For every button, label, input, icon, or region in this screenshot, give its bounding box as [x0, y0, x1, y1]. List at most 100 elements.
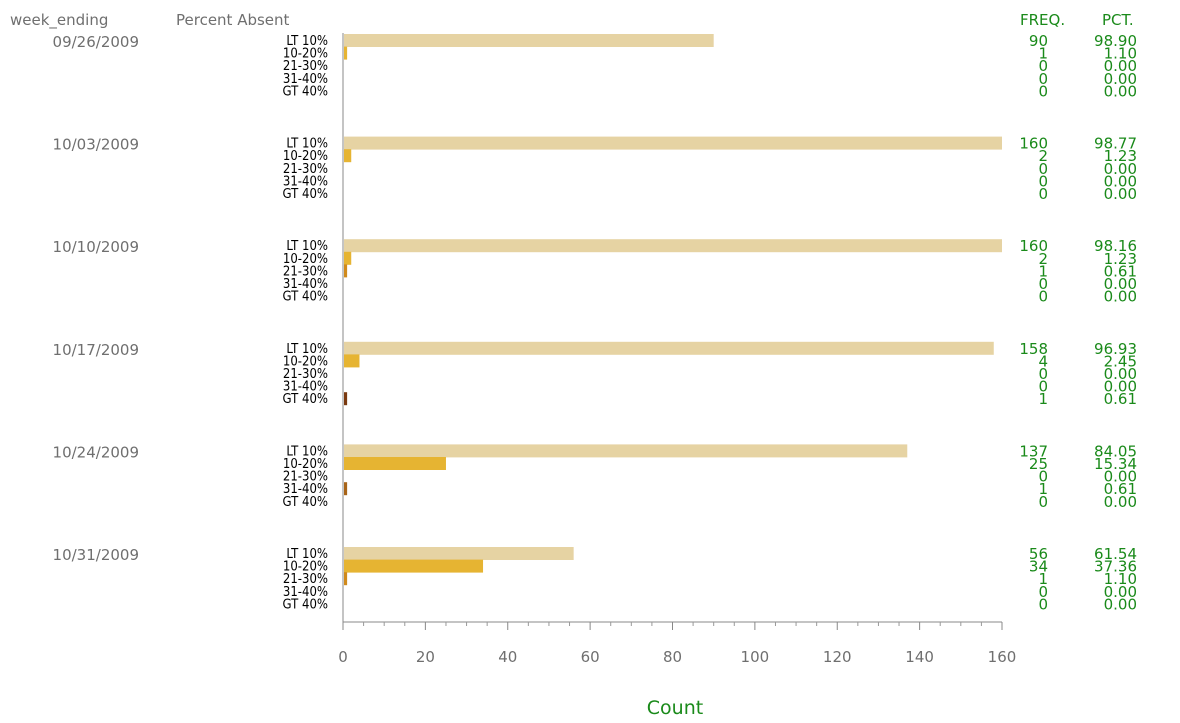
freq-value: 1	[1038, 45, 1048, 63]
category-label: GT 40%	[283, 597, 328, 612]
freq-value: 1	[1038, 390, 1048, 408]
pct-value: 15.34	[1094, 455, 1137, 473]
freq-value: 25	[1029, 455, 1048, 473]
x-tick-label: 40	[498, 648, 517, 666]
pct-value: 0.61	[1104, 480, 1137, 498]
bar	[344, 482, 348, 496]
freq-value: 0	[1038, 468, 1048, 486]
pct-value: 84.05	[1094, 442, 1137, 460]
freq-value: 2	[1038, 147, 1048, 165]
pct-value: 0.00	[1104, 70, 1137, 88]
category-label: 10-20%	[283, 560, 328, 575]
week-header: week_ending	[10, 11, 108, 30]
pct-value: 1.23	[1104, 147, 1137, 165]
freq-value: 0	[1038, 275, 1048, 293]
bar	[344, 559, 484, 573]
freq-value: 56	[1029, 545, 1048, 563]
week-group: 10/10/2009 LT 10% 160 98.16 10-20% 2 1.23 21-30…	[53, 237, 1137, 305]
freq-value: 34	[1029, 558, 1048, 576]
bar	[344, 264, 348, 278]
pct-value: 1.10	[1104, 570, 1137, 588]
category-label: GT 40%	[283, 84, 328, 99]
pct-value: 0.00	[1104, 160, 1137, 178]
category-label: 21-30%	[283, 367, 328, 382]
x-tick-label: 60	[581, 648, 600, 666]
freq-value: 0	[1038, 82, 1048, 100]
bar	[344, 354, 360, 368]
pct-value: 1.10	[1104, 45, 1137, 63]
category-label: 31-40%	[283, 277, 328, 292]
category-label: 31-40%	[283, 174, 328, 189]
week-group: 10/24/2009 LT 10% 137 84.05 10-20% 25 15.34 21-…	[53, 442, 1137, 510]
week-label: 10/10/2009	[53, 238, 139, 256]
freq-value: 0	[1038, 160, 1048, 178]
bar	[344, 149, 352, 163]
bar-groups: 09/26/2009 LT 10% 90 98.90 10-20% 1 1.10 21-30%…	[53, 32, 1137, 613]
category-label: 31-40%	[283, 380, 328, 395]
x-tick-label: 120	[823, 648, 852, 666]
freq-value: 0	[1038, 172, 1048, 190]
week-label: 10/03/2009	[53, 136, 139, 154]
pct-value: 96.93	[1094, 340, 1137, 358]
pct-value: 37.36	[1094, 558, 1137, 576]
pct-value: 98.90	[1094, 32, 1137, 50]
x-axis: 0 20 40 60 80 100 120 140 160	[338, 33, 1016, 666]
pct-value: 98.77	[1094, 135, 1137, 153]
pct-value: 0.00	[1104, 468, 1137, 486]
week-label: 10/31/2009	[53, 546, 139, 564]
pct-value: 0.61	[1104, 262, 1137, 280]
freq-value: 1	[1038, 570, 1048, 588]
category-label: LT 10%	[286, 239, 328, 254]
pct-value: 0.00	[1104, 275, 1137, 293]
category-label: GT 40%	[283, 392, 328, 407]
freq-value: 137	[1019, 442, 1048, 460]
category-label: GT 40%	[283, 187, 328, 202]
bar	[344, 239, 1002, 253]
pct-value: 1.23	[1104, 250, 1137, 268]
bar	[344, 457, 446, 470]
category-label: LT 10%	[286, 547, 328, 562]
freq-value: 0	[1038, 185, 1048, 203]
bar	[344, 46, 348, 60]
pct-value: 0.00	[1104, 583, 1137, 601]
pct-value: 0.00	[1104, 378, 1137, 396]
x-tick-label: 20	[416, 648, 435, 666]
week-group: 09/26/2009 LT 10% 90 98.90 10-20% 1 1.10 21-30%…	[53, 32, 1137, 100]
category-label: 21-30%	[283, 572, 328, 587]
category-header: Percent Absent	[176, 11, 290, 29]
pct-value: 98.16	[1094, 237, 1137, 255]
category-label: 31-40%	[283, 585, 328, 600]
category-label: 31-40%	[283, 482, 328, 497]
freq-value: 0	[1038, 70, 1048, 88]
category-label: LT 10%	[286, 137, 328, 152]
bar	[344, 444, 908, 458]
freq-value: 2	[1038, 250, 1048, 268]
bar	[344, 392, 348, 406]
freq-value: 0	[1038, 378, 1048, 396]
category-label: 21-30%	[283, 59, 328, 74]
pct-value: 0.00	[1104, 57, 1137, 75]
week-group: 10/17/2009 LT 10% 158 96.93 10-20% 4 2.45 21-30…	[53, 340, 1137, 408]
freq-value: 1	[1038, 480, 1048, 498]
pct-value: 2.45	[1104, 352, 1137, 370]
freq-value: 4	[1038, 352, 1048, 370]
week-group: 10/31/2009 LT 10% 56 61.54 10-20% 34 37.36 21-3…	[53, 545, 1137, 613]
bar	[344, 251, 352, 265]
category-label: 31-40%	[283, 72, 328, 87]
freq-header: FREQ.	[1020, 11, 1065, 29]
category-label: 10-20%	[283, 47, 328, 62]
category-label: 21-30%	[283, 264, 328, 279]
freq-value: 1	[1038, 262, 1048, 280]
category-label: 10-20%	[283, 354, 328, 369]
category-label: GT 40%	[283, 495, 328, 510]
category-label: LT 10%	[286, 342, 328, 357]
freq-value: 0	[1038, 57, 1048, 75]
pct-value: 0.00	[1104, 288, 1137, 306]
category-label: GT 40%	[283, 290, 328, 305]
pct-header: PCT.	[1102, 11, 1134, 29]
x-tick-label: 140	[905, 648, 934, 666]
bar	[344, 341, 994, 355]
pct-value: 0.00	[1104, 185, 1137, 203]
category-label: LT 10%	[286, 34, 328, 49]
